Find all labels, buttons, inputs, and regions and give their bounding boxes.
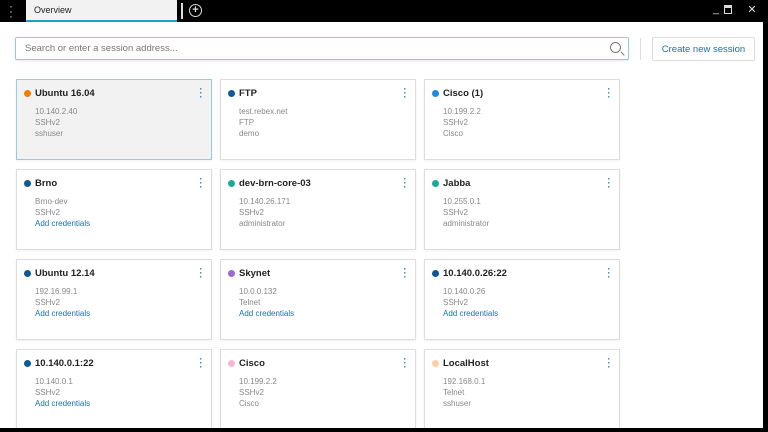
session-detail: 10.199.2.2	[443, 107, 481, 116]
maximize-icon[interactable]	[724, 5, 732, 14]
session-name: Ubuntu 12.14	[35, 268, 95, 279]
more-options-icon[interactable]: · · ·	[199, 174, 203, 192]
session-color-dot	[228, 360, 235, 367]
session-detail: FTP	[239, 118, 255, 127]
session-detail: SSHv2	[443, 298, 468, 307]
search-box	[15, 37, 629, 60]
session-card[interactable]: 10.140.0.26:22 · · · 10.140.0.26 SSHv2 Add cr…	[424, 259, 620, 340]
session-card[interactable]: FTP · · · test.rebex.net FTP demo	[220, 79, 416, 160]
more-options-icon[interactable]: · · ·	[199, 264, 203, 282]
session-detail: SSHv2	[35, 118, 60, 127]
more-options-icon[interactable]: · · ·	[607, 354, 611, 372]
session-card[interactable]: Cisco · · · 10.199.2.2 SSHv2 Cisco	[220, 349, 416, 428]
session-color-dot	[24, 360, 31, 367]
session-detail: SSHv2	[35, 208, 60, 217]
more-options-icon[interactable]: · · ·	[607, 264, 611, 282]
session-detail: SSHv2	[239, 388, 264, 397]
session-name: dev-brn-core-03	[239, 178, 311, 189]
session-detail: Cisco	[239, 399, 260, 408]
session-detail: demo	[239, 129, 260, 138]
session-card[interactable]: Jabba · · · 10.255.0.1 SSHv2 administrator	[424, 169, 620, 250]
more-options-icon[interactable]: · · ·	[403, 174, 407, 192]
session-detail: Telnet	[239, 298, 261, 307]
session-color-dot	[432, 270, 439, 277]
add-credentials-link[interactable]: Add credentials	[35, 399, 91, 408]
more-options-icon[interactable]: · · ·	[403, 354, 407, 372]
session-name: Cisco (1)	[443, 88, 484, 99]
session-color-dot	[432, 360, 439, 367]
session-card[interactable]: Ubuntu 16.04 · · · 10.140.2.40 SSHv2 sshuser	[16, 79, 212, 160]
session-card[interactable]: 10.140.0.1:22 · · · 10.140.0.1 SSHv2 Add cred…	[16, 349, 212, 428]
search-icon[interactable]	[610, 42, 621, 53]
session-detail: 10.140.2.40	[35, 107, 78, 116]
add-credentials-link[interactable]: Add credentials	[239, 309, 295, 318]
session-detail: 10.0.0.132	[239, 287, 277, 296]
add-credentials-link[interactable]: Add credentials	[443, 309, 499, 318]
session-name: 10.140.0.26:22	[443, 268, 507, 279]
session-card[interactable]: Cisco (1) · · · 10.199.2.2 SSHv2 Cisco	[424, 79, 620, 160]
session-card[interactable]: LocalHost · · · 192.168.0.1 Telnet sshuser	[424, 349, 620, 428]
session-name: Skynet	[239, 268, 271, 279]
tab-label: Overview	[34, 5, 72, 15]
session-detail: 10.140.0.26	[443, 287, 486, 296]
session-color-dot	[228, 270, 235, 277]
session-color-dot	[228, 180, 235, 187]
session-detail: 192.16.99.1	[35, 287, 78, 296]
session-color-dot	[228, 90, 235, 97]
session-detail: 10.255.0.1	[443, 197, 481, 206]
session-detail: SSHv2	[35, 388, 60, 397]
session-color-dot	[24, 270, 31, 277]
title-bar: · · · Overview + _ ✕	[0, 0, 768, 22]
session-color-dot	[24, 180, 31, 187]
session-detail: SSHv2	[35, 298, 60, 307]
session-detail: administrator	[239, 219, 286, 228]
session-card[interactable]: Brno · · · Brno-dev SSHv2 Add credentials	[16, 169, 212, 250]
session-detail: 10.140.26.171	[239, 197, 291, 206]
session-detail: SSHv2	[443, 118, 468, 127]
session-detail: sshuser	[443, 399, 472, 408]
session-detail: test.rebex.net	[239, 107, 288, 116]
add-credentials-link[interactable]: Add credentials	[35, 219, 91, 228]
more-options-icon[interactable]: · · ·	[199, 84, 203, 102]
session-card[interactable]: Skynet · · · 10.0.0.132 Telnet Add credential…	[220, 259, 416, 340]
session-detail: 10.199.2.2	[239, 377, 277, 386]
minimize-icon[interactable]: _	[712, 3, 720, 15]
add-credentials-link[interactable]: Add credentials	[35, 309, 91, 318]
vertical-dots-icon[interactable]: · · ·	[9, 0, 13, 23]
session-name: 10.140.0.1:22	[35, 358, 94, 369]
session-detail: SSHv2	[443, 208, 468, 217]
session-name: Brno	[35, 178, 58, 189]
session-color-dot	[24, 90, 31, 97]
plus-circle-icon[interactable]: +	[189, 4, 202, 17]
search-input[interactable]	[16, 38, 596, 59]
session-name: Cisco	[239, 358, 265, 369]
session-detail: SSHv2	[239, 208, 264, 217]
more-options-icon[interactable]: · · ·	[403, 84, 407, 102]
session-card[interactable]: dev-brn-core-03 · · · 10.140.26.171 SSHv2 adm…	[220, 169, 416, 250]
session-detail: 10.140.0.1	[35, 377, 73, 386]
more-options-icon[interactable]: · · ·	[607, 174, 611, 192]
more-options-icon[interactable]: · · ·	[403, 264, 407, 282]
divider	[640, 38, 641, 60]
session-name: FTP	[239, 88, 257, 99]
tab-overview[interactable]: Overview	[26, 0, 177, 22]
close-icon[interactable]: ✕	[747, 4, 757, 16]
overview-page: Create new session Ubuntu 16.04 ···10.14…	[0, 22, 763, 428]
session-name: LocalHost	[443, 358, 489, 369]
session-card[interactable]: Ubuntu 12.14 · · · 192.16.99.1 SSHv2 Add cred…	[16, 259, 212, 340]
session-detail: Brno-dev	[35, 197, 68, 206]
more-options-icon[interactable]: · · ·	[199, 354, 203, 372]
session-name: Ubuntu 16.04	[35, 88, 95, 99]
session-color-dot	[432, 180, 439, 187]
session-detail: administrator	[443, 219, 490, 228]
session-detail: 192.168.0.1	[443, 377, 486, 386]
more-options-icon[interactable]: · · ·	[607, 84, 611, 102]
tab-divider	[181, 3, 183, 19]
session-name: Jabba	[443, 178, 471, 189]
session-detail: sshuser	[35, 129, 64, 138]
session-detail: Telnet	[443, 388, 465, 397]
session-detail: Cisco	[443, 129, 464, 138]
create-new-session-button[interactable]: Create new session	[652, 37, 755, 61]
session-color-dot	[432, 90, 439, 97]
